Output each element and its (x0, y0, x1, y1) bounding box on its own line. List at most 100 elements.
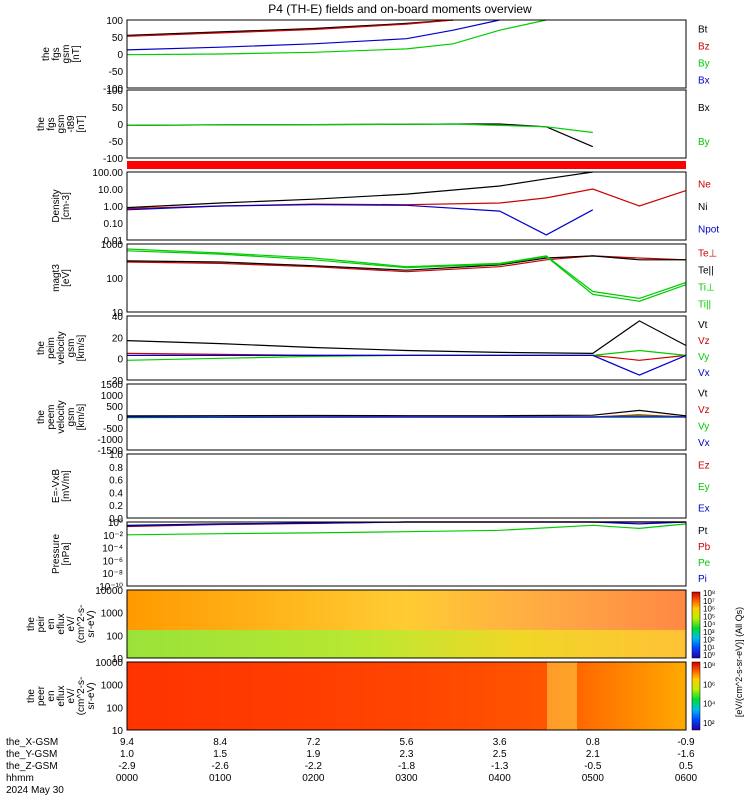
series-density-Ni (126, 171, 593, 209)
y-axis-label: thepeirenefluxeV/(cm^2-s-sr-eV) (26, 605, 97, 644)
spectrogram-low-energy-band (127, 630, 686, 658)
x-axis-annotations: the_X-GSM 9.4 8.4 7.2 5.6 3.6 0.8 -0.9 the_Y-GSM… (6, 737, 698, 796)
y-axis-label-line: magt3 (51, 264, 62, 292)
x-tick-label: 0000 (116, 773, 139, 784)
y-tick-label: 10⁰ (108, 518, 123, 529)
colorbar-tick: 10⁴ (703, 700, 716, 709)
legend-fgs: Bt Bz By Bx (698, 25, 710, 87)
y-axis-label-line: [nT] (71, 45, 82, 62)
y-tick-label: 10 (112, 726, 124, 737)
legend-item-Npot: Npot (698, 225, 719, 236)
legend-item-Vt: Vt (698, 320, 708, 331)
y-tick-label: 0.10 (104, 219, 124, 230)
y-tick-label: 10 (112, 308, 124, 319)
y-axis-label-line: the (26, 689, 37, 703)
panel-efield: 1.0 0.8 0.60.4 0.2 0.0 E=-VxB[mV/m] Ez Ey Ex (51, 450, 710, 525)
y-axis-label: Pressure[nPa] (51, 534, 72, 574)
y-axis-label-line: sr-eV) (86, 682, 97, 709)
y-axis-label-line: [mV/m] (61, 470, 72, 502)
y-axis-label-line: [nPa] (61, 542, 72, 566)
legend-item-Pe: Pe (698, 558, 711, 569)
panel-temp: 1000 100 10 magt3[eV] Te⊥ Te|| Ti⊥ Ti|| (51, 240, 717, 319)
legend-item-Bx: Bx (698, 103, 710, 114)
legend-peem_vel: Vt Vz Vy Vx (698, 388, 710, 449)
colorbar-tick: 10⁵ (703, 612, 715, 621)
x-tick-label: 0400 (489, 773, 512, 784)
y-axis-label-line: eV/ (66, 616, 77, 631)
y-axis-label-line: Density (51, 189, 62, 222)
y-tick-label: 1500 (101, 380, 124, 391)
y-tick-label: 50 (112, 103, 124, 114)
panel-fgs: 100 50 0 -50 -100 thefgsgsm[nT] Bt Bz By Bx (41, 16, 710, 95)
legend-item-Vz: Vz (698, 405, 710, 416)
series-peem_vel-Vt (126, 409, 687, 417)
y-axis-label-line: fgs (51, 47, 62, 60)
legend-item-Ex: Ex (698, 503, 710, 514)
x-tick-label: 1.5 (213, 749, 227, 760)
y-axis-label-line: -t89 (66, 115, 77, 133)
frame-peem_vel (126, 383, 687, 451)
y-axis-label-line: [nT] (76, 115, 87, 132)
frame-fgs (126, 19, 687, 89)
plot-title: P4 (TH-E) fields and on-board moments ov… (268, 2, 532, 16)
x-tick-label: -2.9 (118, 761, 136, 772)
legend-item-By: By (698, 59, 710, 70)
y-axis-label-line: peem (46, 404, 57, 429)
legend-fgs_dipole: Bx By (698, 103, 710, 148)
series-peim_vel-Vx (127, 354, 687, 376)
y-axis-label: thepeerenefluxeV/(cm^2-s-sr-eV) (26, 677, 97, 716)
panel-peer_spec: 10000 1000 100 10 thepeerenefluxeV/(cm^2-s-s… (26, 658, 687, 737)
frame-density (126, 171, 687, 241)
plot-area-pressure (126, 521, 687, 536)
y-axis-label-line: en (46, 618, 57, 629)
plot-area-peem_vel (126, 409, 687, 419)
y-axis-label-line: [km/s] (76, 403, 87, 430)
series-fgs-Bx (126, 19, 500, 51)
y-tick-label: 10000 (95, 586, 123, 597)
series-fgs-Bt (126, 19, 454, 36)
y-tick-label: 100 (106, 631, 123, 642)
frame-fgs_dipole (126, 89, 687, 159)
series-pressure-Pe (126, 523, 687, 536)
legend-item-Ni: Ni (698, 202, 707, 213)
y-axis-label-line: the (36, 341, 47, 355)
x-row-name: the_Z-GSM (6, 761, 58, 772)
series-fgs_dipole-Bx (126, 123, 594, 148)
colorbar-label: [eV/(cm^2-s-sr-eV)] (All Qs) (734, 607, 744, 717)
legend-pressure: Pt Pb Pe Pi (698, 526, 711, 585)
colorbar-tick: 10¹ (703, 643, 715, 652)
y-tick-label: 10⁻¹⁰ (99, 582, 123, 593)
legend-item-Pt: Pt (698, 526, 708, 537)
colorbar-upper (691, 591, 701, 659)
x-tick-label: 7.2 (306, 737, 320, 748)
y-tick-label: 10⁻⁸ (102, 569, 123, 580)
x-tick-label: -2.6 (212, 761, 230, 772)
colorbar-tick: 10² (703, 636, 715, 645)
legend-item-Vy: Vy (698, 352, 709, 363)
legend-peim_vel: Vt Vz Vy Vx (698, 320, 710, 379)
y-axis-label-line: peim (46, 337, 57, 359)
legend-item-Pb: Pb (698, 542, 711, 553)
legend-item-Ez: Ez (698, 461, 710, 472)
panel-density: 100.00 10.00 1.00 0.10 0.01 Density[cm-3] Ne Ni… (51, 168, 719, 247)
series-temp-Te|| (126, 255, 686, 271)
frame-peir_spec (126, 589, 687, 659)
y-axis-label-line: eflux (56, 685, 67, 706)
legend-item-Ne: Ne (698, 179, 711, 190)
y-tick-label: 1.00 (104, 202, 124, 213)
y-tick-label: 10.00 (98, 185, 123, 196)
legend-item-Bz: Bz (698, 42, 710, 53)
series-fgs-By (126, 19, 547, 56)
x-tick-label: -1.3 (491, 761, 509, 772)
series-pressure-Pi (126, 521, 687, 527)
y-tick-label: -50 (109, 67, 124, 78)
y-tick-label: 0 (117, 50, 123, 61)
colorbar-tick: 10⁰ (703, 651, 715, 660)
y-tick-label: 0 (117, 413, 123, 424)
y-tick-label: -50 (109, 137, 124, 148)
colorbar-tick: 10⁸ (703, 589, 715, 598)
y-tick-label: 0 (117, 355, 123, 366)
x-tick-label: 2.3 (400, 749, 414, 760)
frame-temp (126, 243, 687, 313)
